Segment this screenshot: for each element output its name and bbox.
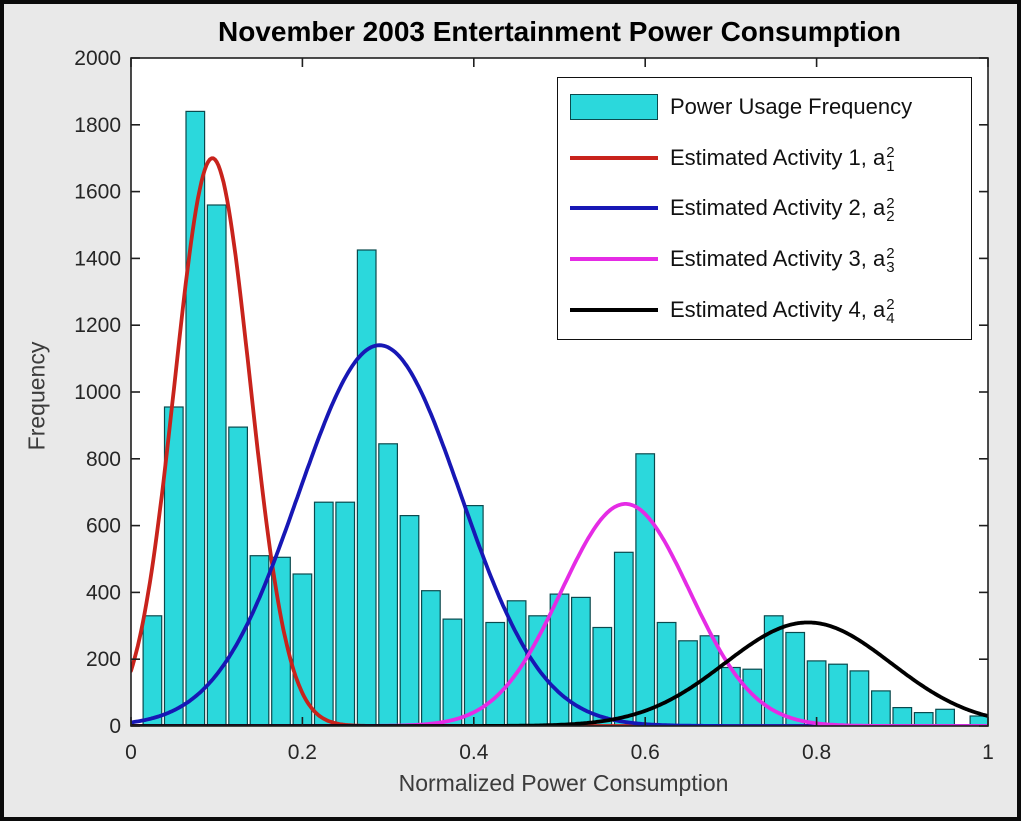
x-axis-label: Normalized Power Consumption bbox=[398, 770, 729, 796]
bar bbox=[228, 426, 249, 726]
bar bbox=[870, 690, 891, 726]
y-tick-label: 1400 bbox=[74, 247, 121, 270]
curve-color-swatch bbox=[570, 155, 658, 160]
x-tick-label: 0.4 bbox=[459, 741, 489, 764]
legend-line-swatch bbox=[570, 155, 670, 160]
curve-estimated-activity-4 bbox=[131, 620, 988, 726]
legend-line-swatch bbox=[570, 206, 670, 211]
bar bbox=[356, 249, 377, 726]
bar bbox=[828, 663, 848, 726]
bar bbox=[313, 501, 334, 726]
x-tick-label: 0 bbox=[125, 741, 137, 764]
bar bbox=[399, 515, 420, 726]
chart-title: November 2003 Entertainment Power Consum… bbox=[217, 16, 902, 47]
legend-label: Power Usage Frequency bbox=[670, 94, 913, 120]
bar bbox=[592, 626, 613, 726]
x-tick-label: 1 bbox=[982, 741, 994, 764]
bar bbox=[969, 715, 988, 726]
y-tick-label: 600 bbox=[86, 515, 121, 538]
legend-line-swatch bbox=[570, 307, 670, 312]
bar bbox=[935, 708, 955, 726]
y-tick-label: 400 bbox=[86, 581, 121, 604]
bar bbox=[570, 596, 591, 726]
bar bbox=[142, 615, 163, 726]
y-axis-label: Frequency bbox=[23, 341, 50, 451]
bar bbox=[378, 443, 398, 726]
bar bbox=[506, 600, 527, 726]
curve-estimated-activity-1 bbox=[131, 156, 988, 726]
bar bbox=[613, 551, 634, 726]
bar bbox=[892, 706, 913, 726]
bar bbox=[549, 593, 570, 726]
bar bbox=[742, 668, 763, 726]
legend-line-swatch bbox=[570, 257, 670, 262]
bar bbox=[785, 631, 806, 726]
y-tick-label: 2000 bbox=[74, 47, 121, 70]
y-tick-label: 1000 bbox=[74, 381, 121, 404]
bar bbox=[656, 621, 677, 726]
y-tick-label: 800 bbox=[86, 448, 121, 471]
bar bbox=[421, 590, 441, 726]
curve-color-swatch bbox=[570, 307, 658, 312]
bar bbox=[442, 618, 463, 726]
histogram-color-swatch bbox=[570, 94, 658, 121]
y-tick-label: 1800 bbox=[74, 114, 121, 137]
y-tick-label: 1600 bbox=[74, 181, 121, 204]
axis-ticks bbox=[130, 57, 989, 727]
curve-color-swatch bbox=[570, 257, 658, 262]
curve-estimated-activity-2 bbox=[131, 343, 988, 726]
bar bbox=[913, 711, 934, 726]
legend-item: Power Usage Frequency bbox=[570, 82, 971, 132]
x-tick-label: 0.6 bbox=[631, 741, 660, 764]
bar bbox=[463, 505, 484, 726]
bar bbox=[635, 453, 656, 726]
bar bbox=[206, 204, 227, 726]
bar bbox=[849, 670, 870, 726]
bar bbox=[249, 555, 270, 726]
bar bbox=[806, 660, 827, 726]
legend-box: Power Usage Frequency Estimated Activity … bbox=[557, 77, 972, 340]
y-tick-label: 200 bbox=[86, 648, 121, 671]
y-tick-label: 1200 bbox=[74, 314, 121, 337]
bar bbox=[292, 573, 313, 726]
histogram-bars bbox=[142, 110, 988, 726]
y-tick-label: 0 bbox=[109, 715, 121, 738]
x-tick-label: 0.8 bbox=[802, 741, 831, 764]
curve-color-swatch bbox=[570, 206, 658, 211]
x-tick-label: 0.2 bbox=[288, 741, 317, 764]
y-tick-labels: 0 200 400 600 800 1000 1200 1400 1600 1800 2000 bbox=[74, 47, 121, 738]
bar bbox=[485, 621, 506, 726]
legend-patch-swatch bbox=[570, 94, 670, 121]
bar bbox=[335, 501, 356, 726]
x-tick-labels: 0 0.2 0.4 0.6 0.8 1 bbox=[125, 741, 994, 764]
